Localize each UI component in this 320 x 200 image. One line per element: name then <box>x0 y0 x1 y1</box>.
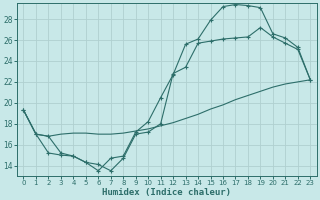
X-axis label: Humidex (Indice chaleur): Humidex (Indice chaleur) <box>102 188 231 197</box>
